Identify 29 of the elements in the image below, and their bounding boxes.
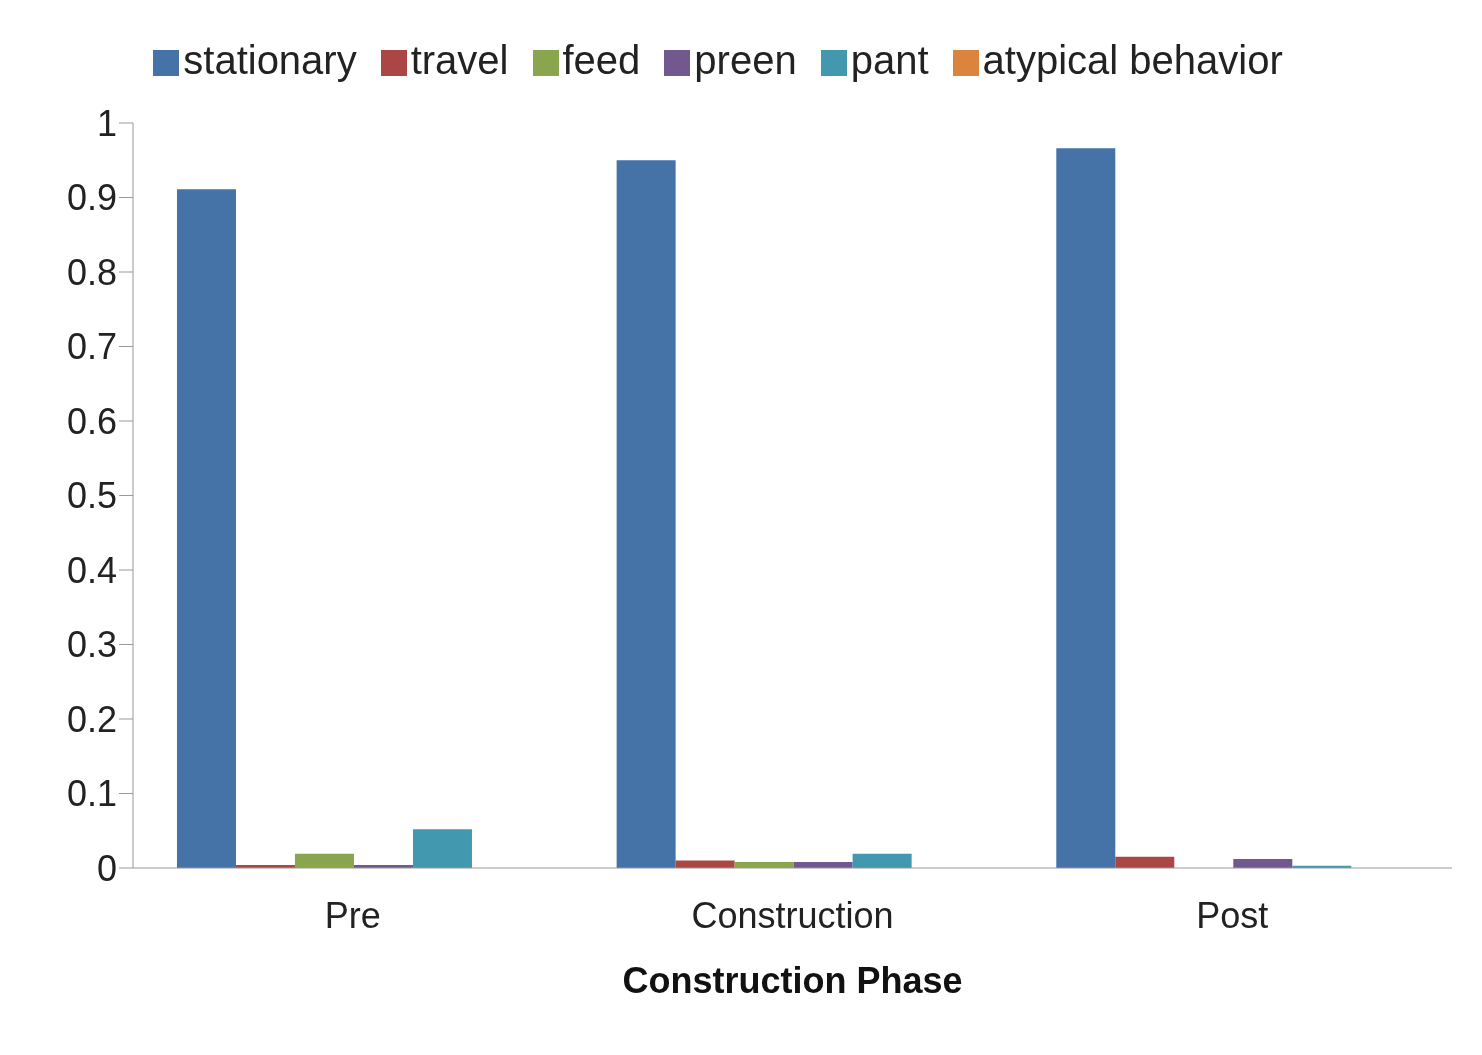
y-tick-label: 0.2 xyxy=(66,698,117,740)
legend-label: preen xyxy=(694,38,797,82)
bar xyxy=(1115,856,1175,868)
y-tick-label: 1 xyxy=(96,102,117,144)
x-tick-label: Post xyxy=(1196,894,1269,936)
legend-label: feed xyxy=(562,38,641,82)
y-tick-label: 0.3 xyxy=(66,624,117,666)
legend-label: pant xyxy=(850,38,929,82)
y-tick-label: 0.8 xyxy=(66,251,117,293)
x-axis-title: Construction Phase xyxy=(622,960,963,1001)
y-tick-label: 0 xyxy=(96,847,117,889)
y-tick-label: 0.9 xyxy=(66,177,117,219)
legend-label: atypical behavior xyxy=(982,38,1283,82)
y-tick-label: 0.6 xyxy=(66,400,117,442)
x-tick-label: Pre xyxy=(324,894,381,936)
x-tick-label: Construction xyxy=(691,894,894,936)
bar xyxy=(1233,859,1293,868)
legend-label: stationary xyxy=(183,38,357,82)
bar xyxy=(294,853,354,868)
legend-label: travel xyxy=(410,38,509,82)
bar xyxy=(412,829,472,868)
bar xyxy=(616,160,676,868)
bar xyxy=(1056,148,1116,868)
y-tick-label: 0.1 xyxy=(66,773,117,815)
y-tick-label: 0.7 xyxy=(66,326,117,368)
y-tick-label: 0.4 xyxy=(66,549,117,591)
bar xyxy=(852,853,912,868)
bar xyxy=(176,189,236,868)
y-tick-label: 0.5 xyxy=(66,475,117,517)
